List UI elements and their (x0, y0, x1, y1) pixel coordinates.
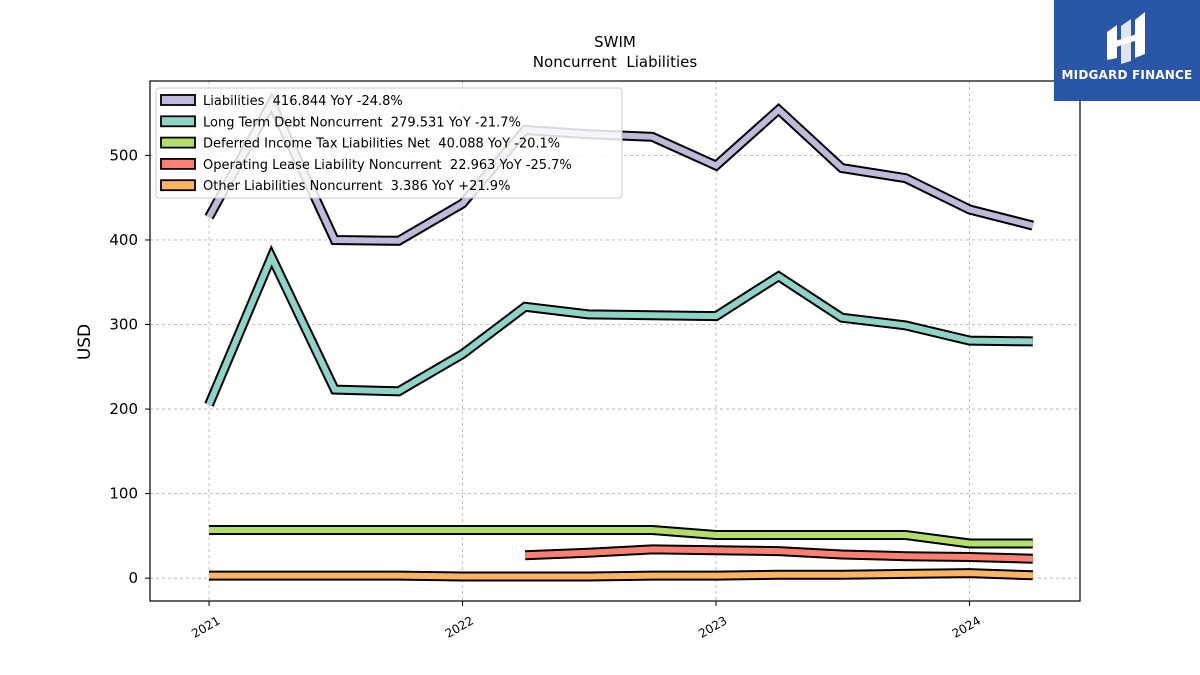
series-line-operating-lease-liability-noncurrent (524, 546, 1033, 562)
y-tick-label: 200 (109, 400, 138, 418)
chart-title: SWIM (594, 33, 636, 51)
legend-entry: Deferred Income Tax Liabilities Net 40.0… (203, 137, 560, 152)
series-line-deferred-income-tax-liabilities-net (209, 527, 1033, 547)
x-tick-label: 2021 (189, 613, 222, 640)
y-tick-label: 300 (109, 316, 138, 334)
axes: 0 100 200 300 400 500 2021 2022 2023 2024 (109, 146, 983, 640)
y-tick-label: 400 (109, 231, 138, 249)
brand-logo: MIDGARD FINANCE (1054, 0, 1200, 101)
y-axis-label: USD (75, 324, 95, 360)
legend-entry: Other Liabilities Noncurrent 3.386 YoY +… (203, 179, 510, 194)
legend-swatch (160, 115, 196, 128)
legend-entry: Long Term Debt Noncurrent 279.531 YoY -2… (203, 115, 521, 130)
legend-swatch (160, 179, 196, 192)
chart-subtitle: Noncurrent Liabilities (533, 53, 698, 71)
y-tick-label: 500 (109, 146, 138, 164)
x-tick-label: 2024 (950, 613, 983, 640)
brand-name: MIDGARD FINANCE (1061, 68, 1193, 82)
legend-entry: Operating Lease Liability Noncurrent 22.… (203, 158, 572, 173)
series-line-long-term-debt-noncurrent (206, 249, 1033, 406)
legend-swatch (160, 94, 196, 106)
legend: Liabilities 416.844 YoY -24.8% Long Term … (155, 87, 623, 199)
y-tick-label: 100 (109, 485, 138, 503)
series-line-other-liabilities-noncurrent (209, 570, 1033, 580)
legend-swatch (160, 136, 196, 149)
midgard-logo-icon (1107, 12, 1145, 64)
legend-swatch (160, 157, 196, 170)
x-tick-label: 2023 (696, 613, 729, 640)
legend-entry: Liabilities 416.844 YoY -24.8% (203, 94, 403, 109)
plot-frame (149, 80, 1081, 602)
x-tick-label: 2022 (443, 613, 476, 640)
y-tick-label: 0 (128, 569, 138, 587)
legend-box (155, 87, 623, 199)
